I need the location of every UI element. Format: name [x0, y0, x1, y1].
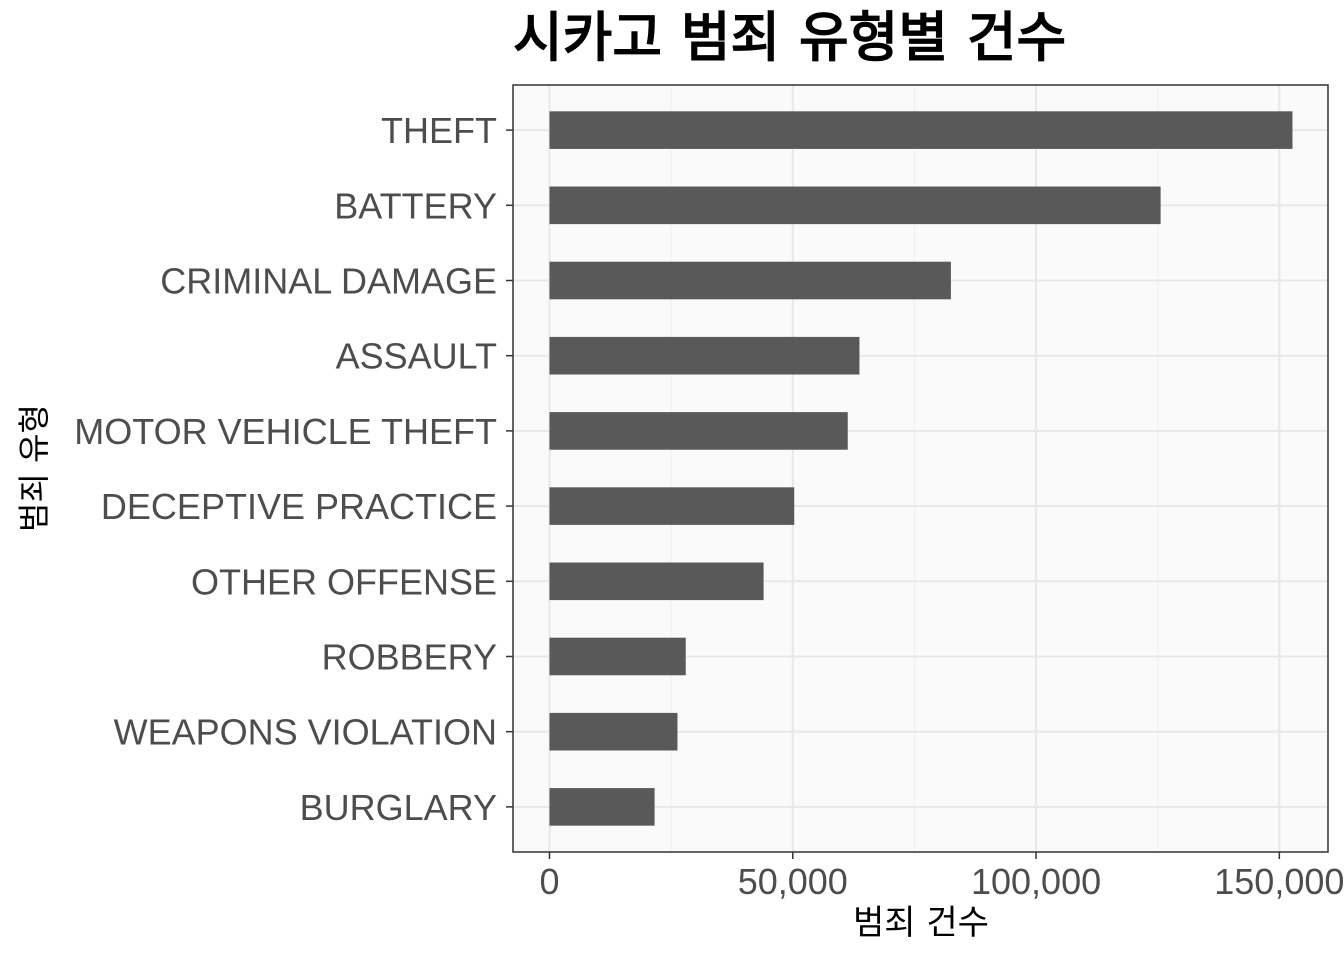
y-tick-label: OTHER OFFENSE — [191, 561, 497, 602]
y-tick-label: BATTERY — [334, 185, 497, 226]
chart-title: 시카고 범죄 유형별 건수 — [513, 6, 1067, 69]
bar — [549, 261, 951, 300]
y-tick-label: WEAPONS VIOLATION — [114, 712, 497, 753]
bar — [549, 412, 848, 450]
x-axis-title: 범죄 건수 — [853, 903, 989, 943]
y-tick-label: CRIMINAL DAMAGE — [160, 261, 497, 302]
x-tick-label: 50,000 — [738, 861, 848, 902]
y-tick-label: MOTOR VEHICLE THEFT — [74, 411, 497, 452]
y-tick-label: ROBBERY — [322, 636, 497, 677]
y-tick-label: BURGLARY — [300, 787, 497, 828]
y-tick-label: DECEPTIVE PRACTICE — [101, 486, 497, 527]
bar — [549, 562, 764, 601]
y-tick-label: THEFT — [381, 110, 497, 151]
bar — [549, 186, 1161, 225]
panel-border — [512, 84, 1329, 853]
bar — [549, 487, 795, 525]
bar — [549, 637, 686, 676]
bar — [549, 336, 860, 375]
y-axis-title: 범죄 유형 — [15, 404, 53, 532]
bar — [549, 788, 655, 826]
x-tick-label: 0 — [539, 861, 559, 902]
x-tick-label: 150,000 — [1214, 861, 1344, 902]
y-tick-label: ASSAULT — [336, 336, 497, 377]
bar — [549, 111, 1293, 149]
bar — [549, 712, 678, 751]
x-tick-label: 100,000 — [971, 861, 1101, 902]
